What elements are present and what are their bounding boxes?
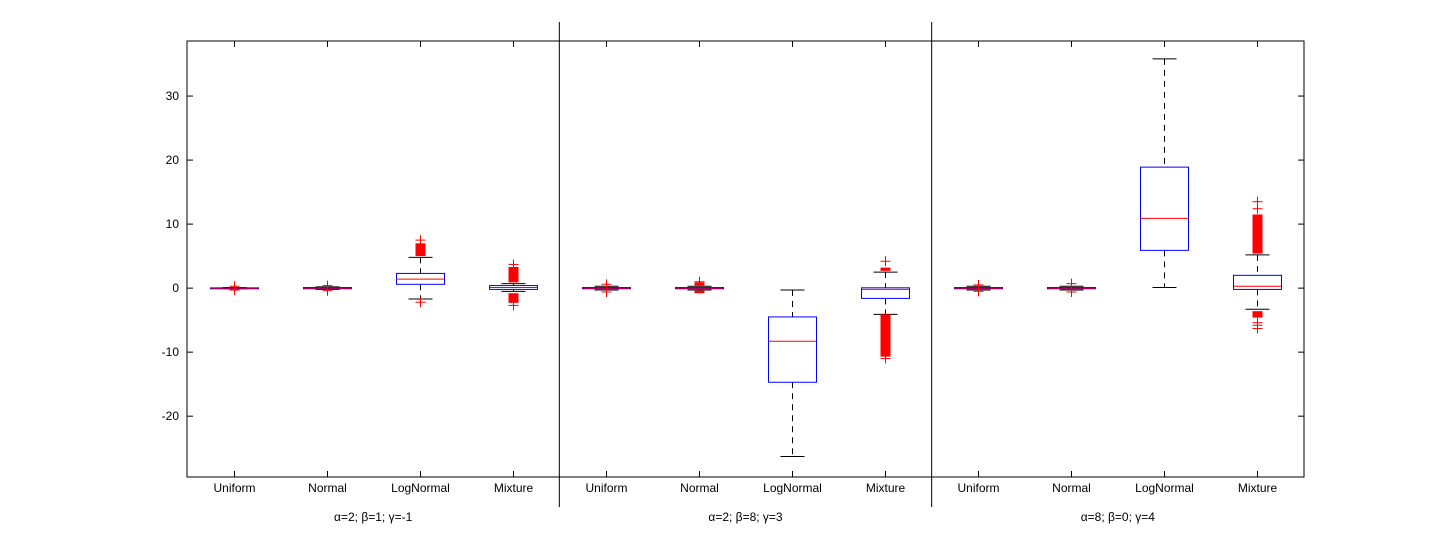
outlier-band (1252, 311, 1263, 318)
x-tick-label: Uniform (957, 481, 999, 495)
x-tick-label: Mixture (494, 481, 534, 495)
box-uniform: Uniform (210, 41, 259, 495)
outlier-marker (415, 297, 426, 308)
outlier-band (1252, 214, 1263, 254)
outlier-marker (880, 256, 891, 267)
outlier-band (694, 290, 705, 294)
x-tick-label: Normal (1052, 481, 1091, 495)
x-tick-label: LogNormal (763, 481, 822, 495)
y-tick-label: 0 (172, 281, 179, 295)
box-mixture: Mixture (489, 41, 538, 495)
outlier-marker (229, 285, 240, 296)
outlier-marker (1252, 323, 1263, 334)
x-tick-label: Mixture (866, 481, 906, 495)
outlier-band (880, 314, 891, 357)
y-tick-label: 30 (166, 89, 180, 103)
outlier-band (880, 267, 891, 271)
outlier-marker (322, 285, 333, 296)
box-normal: Normal (1047, 41, 1096, 495)
outlier-marker (415, 235, 426, 246)
box-uniform: Uniform (582, 41, 631, 495)
outlier-marker (508, 259, 519, 270)
y-tick-label: 20 (166, 153, 180, 167)
box-lognormal: LogNormal (763, 41, 822, 495)
y-tick-label: -10 (162, 345, 180, 359)
x-tick-label: LogNormal (1135, 481, 1194, 495)
group-label: α=2; β=8; γ=3 (708, 510, 783, 524)
group-0: α=2; β=1; γ=-1 Uniform Normal LogNormal Mixt… (210, 41, 538, 524)
box-normal: Normal (303, 41, 352, 495)
outlier-band (415, 243, 426, 257)
group-label: α=2; β=1; γ=-1 (334, 510, 413, 524)
box-normal: Normal (675, 41, 724, 495)
x-tick-label: Uniform (585, 481, 627, 495)
outlier-marker (1252, 196, 1263, 207)
iqr-box (861, 287, 910, 299)
outlier-marker (973, 286, 984, 297)
group-2: α=8; β=0; γ=4 Uniform Normal LogNormal Mixtu… (931, 22, 1282, 524)
box-lognormal: LogNormal (1135, 41, 1194, 495)
y-tick-label: -20 (162, 409, 180, 423)
y-tick-label: 10 (166, 217, 180, 231)
plot-area (186, 40, 1305, 478)
box-mixture: Mixture (1233, 41, 1282, 495)
box-lognormal: LogNormal (391, 41, 450, 495)
group-1: α=2; β=8; γ=3 Uniform Normal LogNormal Mixtu… (558, 22, 910, 524)
outlier-marker (880, 353, 891, 364)
outlier-band (508, 267, 519, 283)
outlier-marker (1066, 286, 1077, 297)
group-label: α=8; β=0; γ=4 (1081, 510, 1156, 524)
iqr-box (1140, 166, 1189, 251)
x-tick-label: Normal (680, 481, 719, 495)
x-tick-label: Uniform (213, 481, 255, 495)
x-tick-label: Mixture (1238, 481, 1278, 495)
x-tick-label: Normal (308, 481, 347, 495)
x-tick-label: LogNormal (391, 481, 450, 495)
outlier-band (508, 293, 519, 303)
outlier-marker (694, 276, 705, 287)
outlier-marker (508, 300, 519, 311)
iqr-box (1233, 274, 1282, 290)
iqr-box (768, 316, 817, 383)
box-mixture: Mixture (861, 41, 910, 495)
box-uniform: Uniform (954, 41, 1003, 495)
outlier-marker (601, 286, 612, 297)
